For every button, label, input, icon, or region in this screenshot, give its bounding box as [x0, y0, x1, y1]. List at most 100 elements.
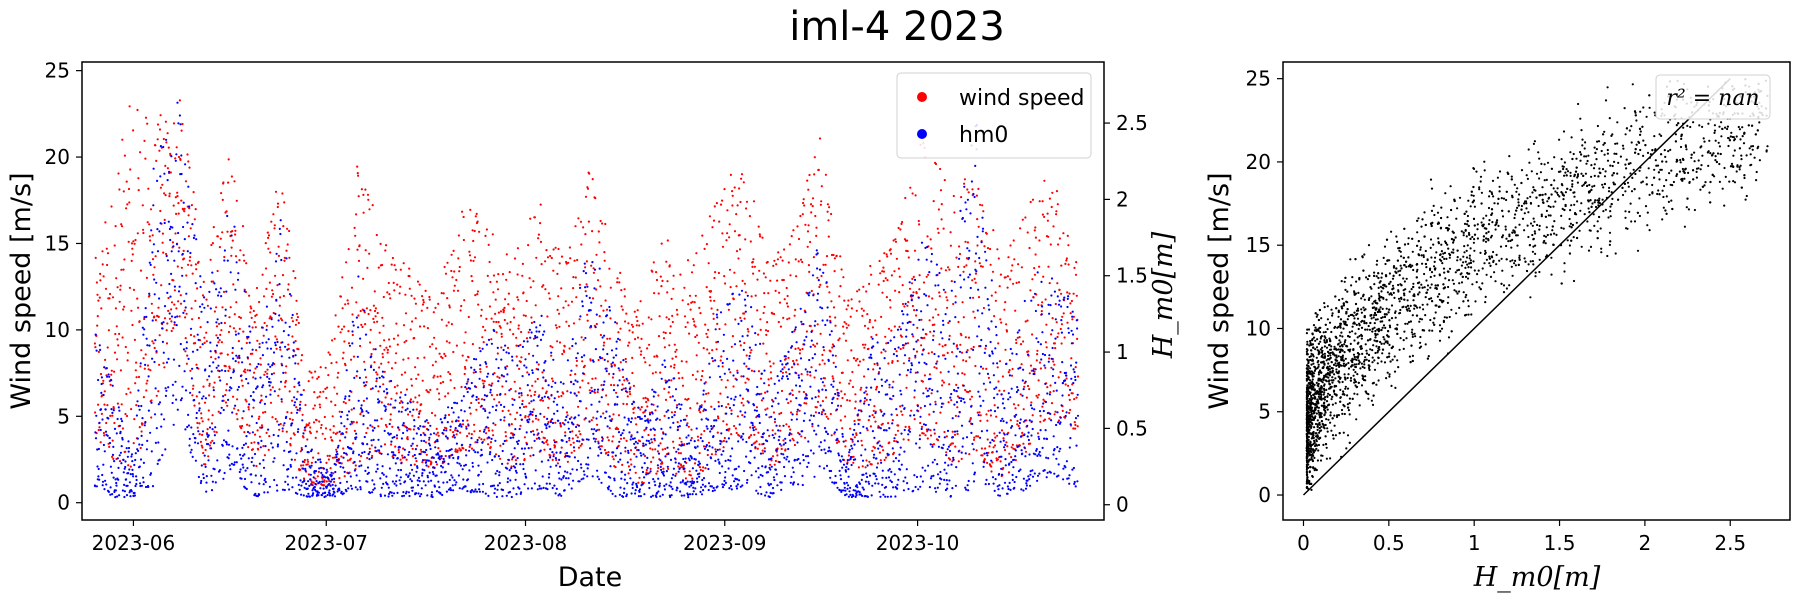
hm0-point: [326, 493, 329, 497]
hm0-point: [110, 408, 113, 411]
wind-speed-point: [250, 316, 253, 319]
wind-speed-point: [417, 373, 420, 376]
hm0-point: [355, 474, 358, 477]
wind-speed-point: [121, 336, 124, 339]
wind-speed-point: [858, 300, 861, 303]
hm0-point: [506, 373, 509, 376]
wind-speed-point: [286, 288, 290, 291]
wind-speed-point: [427, 391, 430, 394]
wind-speed-point: [105, 421, 108, 425]
hm0-point: [305, 482, 308, 485]
wind-speed-point: [686, 259, 690, 262]
hm0-point: [281, 341, 284, 344]
wind-speed-point: [473, 430, 476, 433]
wind-speed-point: [792, 229, 795, 232]
wind-speed-point: [723, 188, 726, 191]
wind-speed-point: [155, 159, 158, 162]
wind-speed-point: [422, 431, 425, 435]
wind-speed-point: [274, 190, 278, 193]
wind-speed-point: [743, 341, 746, 345]
hm0-point: [213, 282, 216, 285]
hm0-point: [314, 482, 317, 486]
wind-speed-point: [313, 404, 316, 407]
hm0-point: [178, 364, 181, 367]
hm0-point: [496, 469, 499, 473]
hm0-point: [152, 167, 155, 170]
wind-speed-point: [730, 433, 733, 436]
hm0-point: [187, 185, 190, 188]
wind-speed-point: [598, 428, 601, 431]
hm0-point: [378, 385, 382, 388]
wind-speed-point: [501, 385, 504, 388]
wind-speed-point: [327, 351, 330, 354]
wind-speed-point: [192, 191, 195, 194]
wind-speed-point: [868, 460, 871, 463]
wind-speed-point: [818, 363, 821, 366]
hm0-point: [122, 458, 125, 461]
wind-speed-point: [124, 345, 127, 349]
wind-speed-point: [434, 306, 437, 309]
hm0-point: [127, 440, 130, 443]
wind-speed-point: [771, 312, 774, 315]
wind-speed-point: [167, 296, 170, 300]
wind-speed-point: [723, 275, 726, 278]
wind-speed-point: [647, 399, 650, 402]
wind-speed-point: [399, 268, 402, 271]
wind-speed-point: [618, 369, 621, 372]
hm0-point: [104, 430, 108, 433]
wind-speed-point: [759, 318, 762, 321]
wind-speed-point: [414, 302, 417, 305]
hm0-point: [193, 398, 196, 402]
hm0-point: [346, 418, 349, 421]
wind-speed-point: [903, 305, 906, 308]
wind-speed-point: [608, 372, 611, 375]
wind-speed-point: [725, 239, 728, 242]
wind-speed-point: [740, 401, 743, 404]
wind-speed-point: [716, 308, 719, 311]
hm0-point: [189, 391, 192, 394]
hm0-point: [148, 261, 151, 264]
hm0-point: [484, 361, 487, 364]
wind-speed-point: [712, 317, 715, 320]
wind-speed-point: [919, 421, 922, 425]
wind-speed-point: [573, 259, 576, 262]
wind-speed-point: [785, 371, 788, 374]
hm0-point: [514, 478, 517, 481]
wind-speed-point: [177, 300, 180, 303]
hm0-point: [294, 362, 297, 365]
hm0-point: [287, 467, 290, 471]
wind-speed-point: [812, 343, 815, 346]
wind-speed-point: [867, 419, 870, 422]
wind-speed-point: [426, 306, 429, 309]
wind-speed-point: [849, 427, 852, 430]
wind-speed-point: [314, 477, 317, 480]
wind-speed-point: [217, 341, 220, 344]
wind-speed-point: [354, 234, 357, 237]
hm0-point: [344, 436, 347, 439]
wind-speed-point: [385, 244, 388, 247]
wind-speed-point: [864, 343, 867, 346]
wind-speed-point: [701, 469, 705, 472]
wind-speed-point: [449, 372, 452, 376]
hm0-point: [489, 388, 492, 391]
wind-speed-point: [824, 412, 827, 416]
hm0-point: [461, 419, 465, 422]
hm0-point: [177, 250, 180, 253]
hm0-point: [298, 403, 302, 406]
wind-speed-point: [197, 316, 200, 320]
hm0-point: [552, 455, 555, 458]
hm0-point: [156, 462, 159, 465]
hm0-point: [297, 428, 300, 431]
wind-speed-point: [332, 425, 335, 428]
wind-speed-point: [607, 403, 610, 406]
wind-speed-point: [268, 435, 271, 438]
wind-speed-point: [132, 129, 135, 132]
hm0-point: [562, 475, 565, 478]
hm0-point: [355, 432, 358, 435]
wind-speed-point: [459, 431, 462, 434]
hm0-point: [370, 439, 373, 442]
wind-speed-point: [721, 199, 724, 202]
hm0-point: [310, 483, 313, 486]
wind-speed-point: [306, 458, 309, 461]
